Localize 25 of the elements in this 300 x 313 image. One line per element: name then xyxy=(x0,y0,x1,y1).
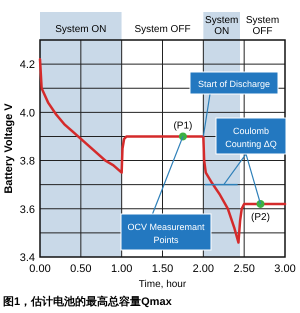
x-tick-label: 0.50 xyxy=(70,263,92,275)
y-tick-label: 4.0 xyxy=(20,107,35,120)
annotation: (P2) xyxy=(251,212,270,223)
x-tick-label: 1.50 xyxy=(152,263,174,275)
y-tick-label: 4.2 xyxy=(20,59,35,72)
y-tick-label: 3.4 xyxy=(20,252,35,264)
annotation: OCV Measuremant Points xyxy=(127,222,206,245)
band-label: System ON xyxy=(205,15,238,37)
band-label: System OFF xyxy=(134,24,191,35)
annotation: Coulomb Counting ΔQ xyxy=(225,126,277,149)
line-series xyxy=(38,58,286,244)
y-axis-title: Battery Voltage V xyxy=(3,102,15,194)
y-tick-label: 3.6 xyxy=(20,204,35,216)
x-axis-title: Time, hour xyxy=(138,279,187,290)
annotation: (P1) xyxy=(173,120,192,132)
x-tick-label: 0.00 xyxy=(29,263,51,275)
x-tick-label: 3.00 xyxy=(274,263,296,275)
x-tick-label: 1.00 xyxy=(110,263,132,275)
x-tick-label: 2.50 xyxy=(233,263,255,275)
y-tick-label: 3.8 xyxy=(20,156,35,168)
x-tick-label: 2.00 xyxy=(192,263,214,275)
caption: 图1，估计电池的最高总容量Qmax xyxy=(3,295,173,308)
annotation: Start of Discharge xyxy=(198,79,270,89)
band-label: System OFF xyxy=(246,15,280,37)
band-label: System ON xyxy=(55,24,106,35)
